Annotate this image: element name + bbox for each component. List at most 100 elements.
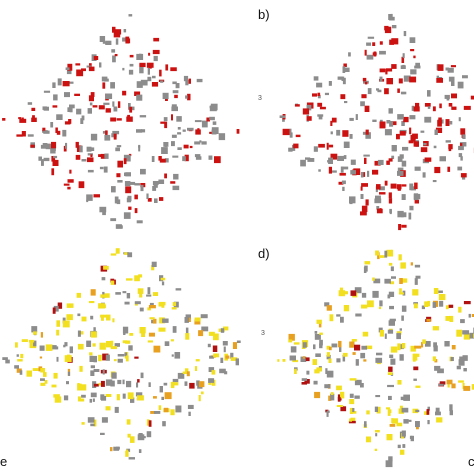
building	[80, 384, 87, 391]
building	[111, 186, 116, 193]
building	[195, 156, 202, 160]
building	[415, 421, 420, 428]
building	[355, 313, 362, 317]
building	[451, 106, 457, 110]
building	[81, 159, 87, 162]
building	[403, 394, 410, 401]
building	[89, 398, 92, 403]
building	[189, 145, 193, 149]
building	[117, 180, 123, 183]
building	[98, 105, 105, 110]
building	[184, 317, 189, 323]
building	[330, 131, 333, 135]
building	[128, 38, 131, 44]
building	[449, 315, 454, 322]
building	[293, 342, 300, 345]
building	[409, 127, 412, 135]
building	[175, 83, 180, 89]
building-layer	[2, 13, 474, 468]
building	[55, 346, 59, 350]
building	[401, 212, 407, 218]
building	[40, 332, 43, 338]
building	[129, 333, 134, 336]
building	[101, 76, 108, 82]
building	[164, 121, 168, 129]
building	[89, 352, 93, 356]
building	[375, 433, 378, 437]
building	[93, 355, 97, 363]
edge-text: c	[468, 454, 474, 469]
building	[139, 115, 147, 118]
building	[151, 82, 159, 87]
building	[401, 305, 407, 312]
building	[170, 67, 177, 72]
building	[128, 181, 136, 185]
building	[164, 173, 167, 179]
building	[415, 275, 421, 279]
building	[389, 354, 394, 358]
building	[360, 186, 363, 191]
building	[67, 371, 71, 376]
building	[365, 199, 369, 206]
building	[201, 120, 208, 128]
building	[212, 345, 218, 352]
building	[89, 102, 93, 106]
building	[366, 410, 370, 415]
building	[66, 381, 69, 385]
building	[386, 120, 391, 124]
building	[319, 106, 326, 110]
building	[360, 101, 365, 107]
building	[388, 320, 395, 326]
building	[462, 75, 468, 79]
building	[138, 449, 142, 453]
building	[318, 169, 321, 172]
building	[32, 368, 39, 371]
building	[439, 300, 444, 307]
building	[439, 103, 442, 109]
building	[211, 129, 217, 135]
building	[434, 166, 441, 174]
building	[117, 160, 123, 168]
building	[376, 88, 380, 91]
building	[53, 372, 58, 379]
building	[172, 302, 177, 307]
building	[90, 365, 95, 369]
building	[327, 410, 330, 413]
building	[113, 279, 116, 285]
building	[66, 303, 74, 308]
building	[128, 457, 135, 460]
building	[375, 430, 380, 433]
building	[374, 160, 381, 166]
building	[31, 326, 38, 333]
building	[64, 121, 71, 125]
building	[102, 82, 106, 89]
building	[80, 118, 84, 124]
building	[330, 392, 334, 395]
building	[420, 130, 425, 133]
building	[438, 383, 444, 386]
building	[448, 76, 455, 82]
building	[361, 205, 368, 212]
building	[170, 339, 174, 342]
building	[128, 103, 131, 110]
building	[277, 359, 280, 362]
building	[172, 326, 177, 333]
building	[104, 134, 111, 141]
building	[307, 158, 315, 162]
building	[432, 180, 437, 183]
building	[414, 65, 421, 69]
building	[218, 133, 226, 141]
building	[324, 384, 331, 389]
building	[306, 104, 312, 111]
edge-text: e	[0, 454, 7, 469]
building	[340, 166, 344, 173]
building	[90, 331, 97, 338]
building	[140, 129, 146, 133]
building	[182, 129, 186, 132]
building	[342, 352, 348, 357]
building	[201, 326, 209, 332]
building	[377, 89, 382, 93]
building	[114, 406, 119, 413]
building	[401, 160, 407, 167]
building	[79, 331, 84, 335]
